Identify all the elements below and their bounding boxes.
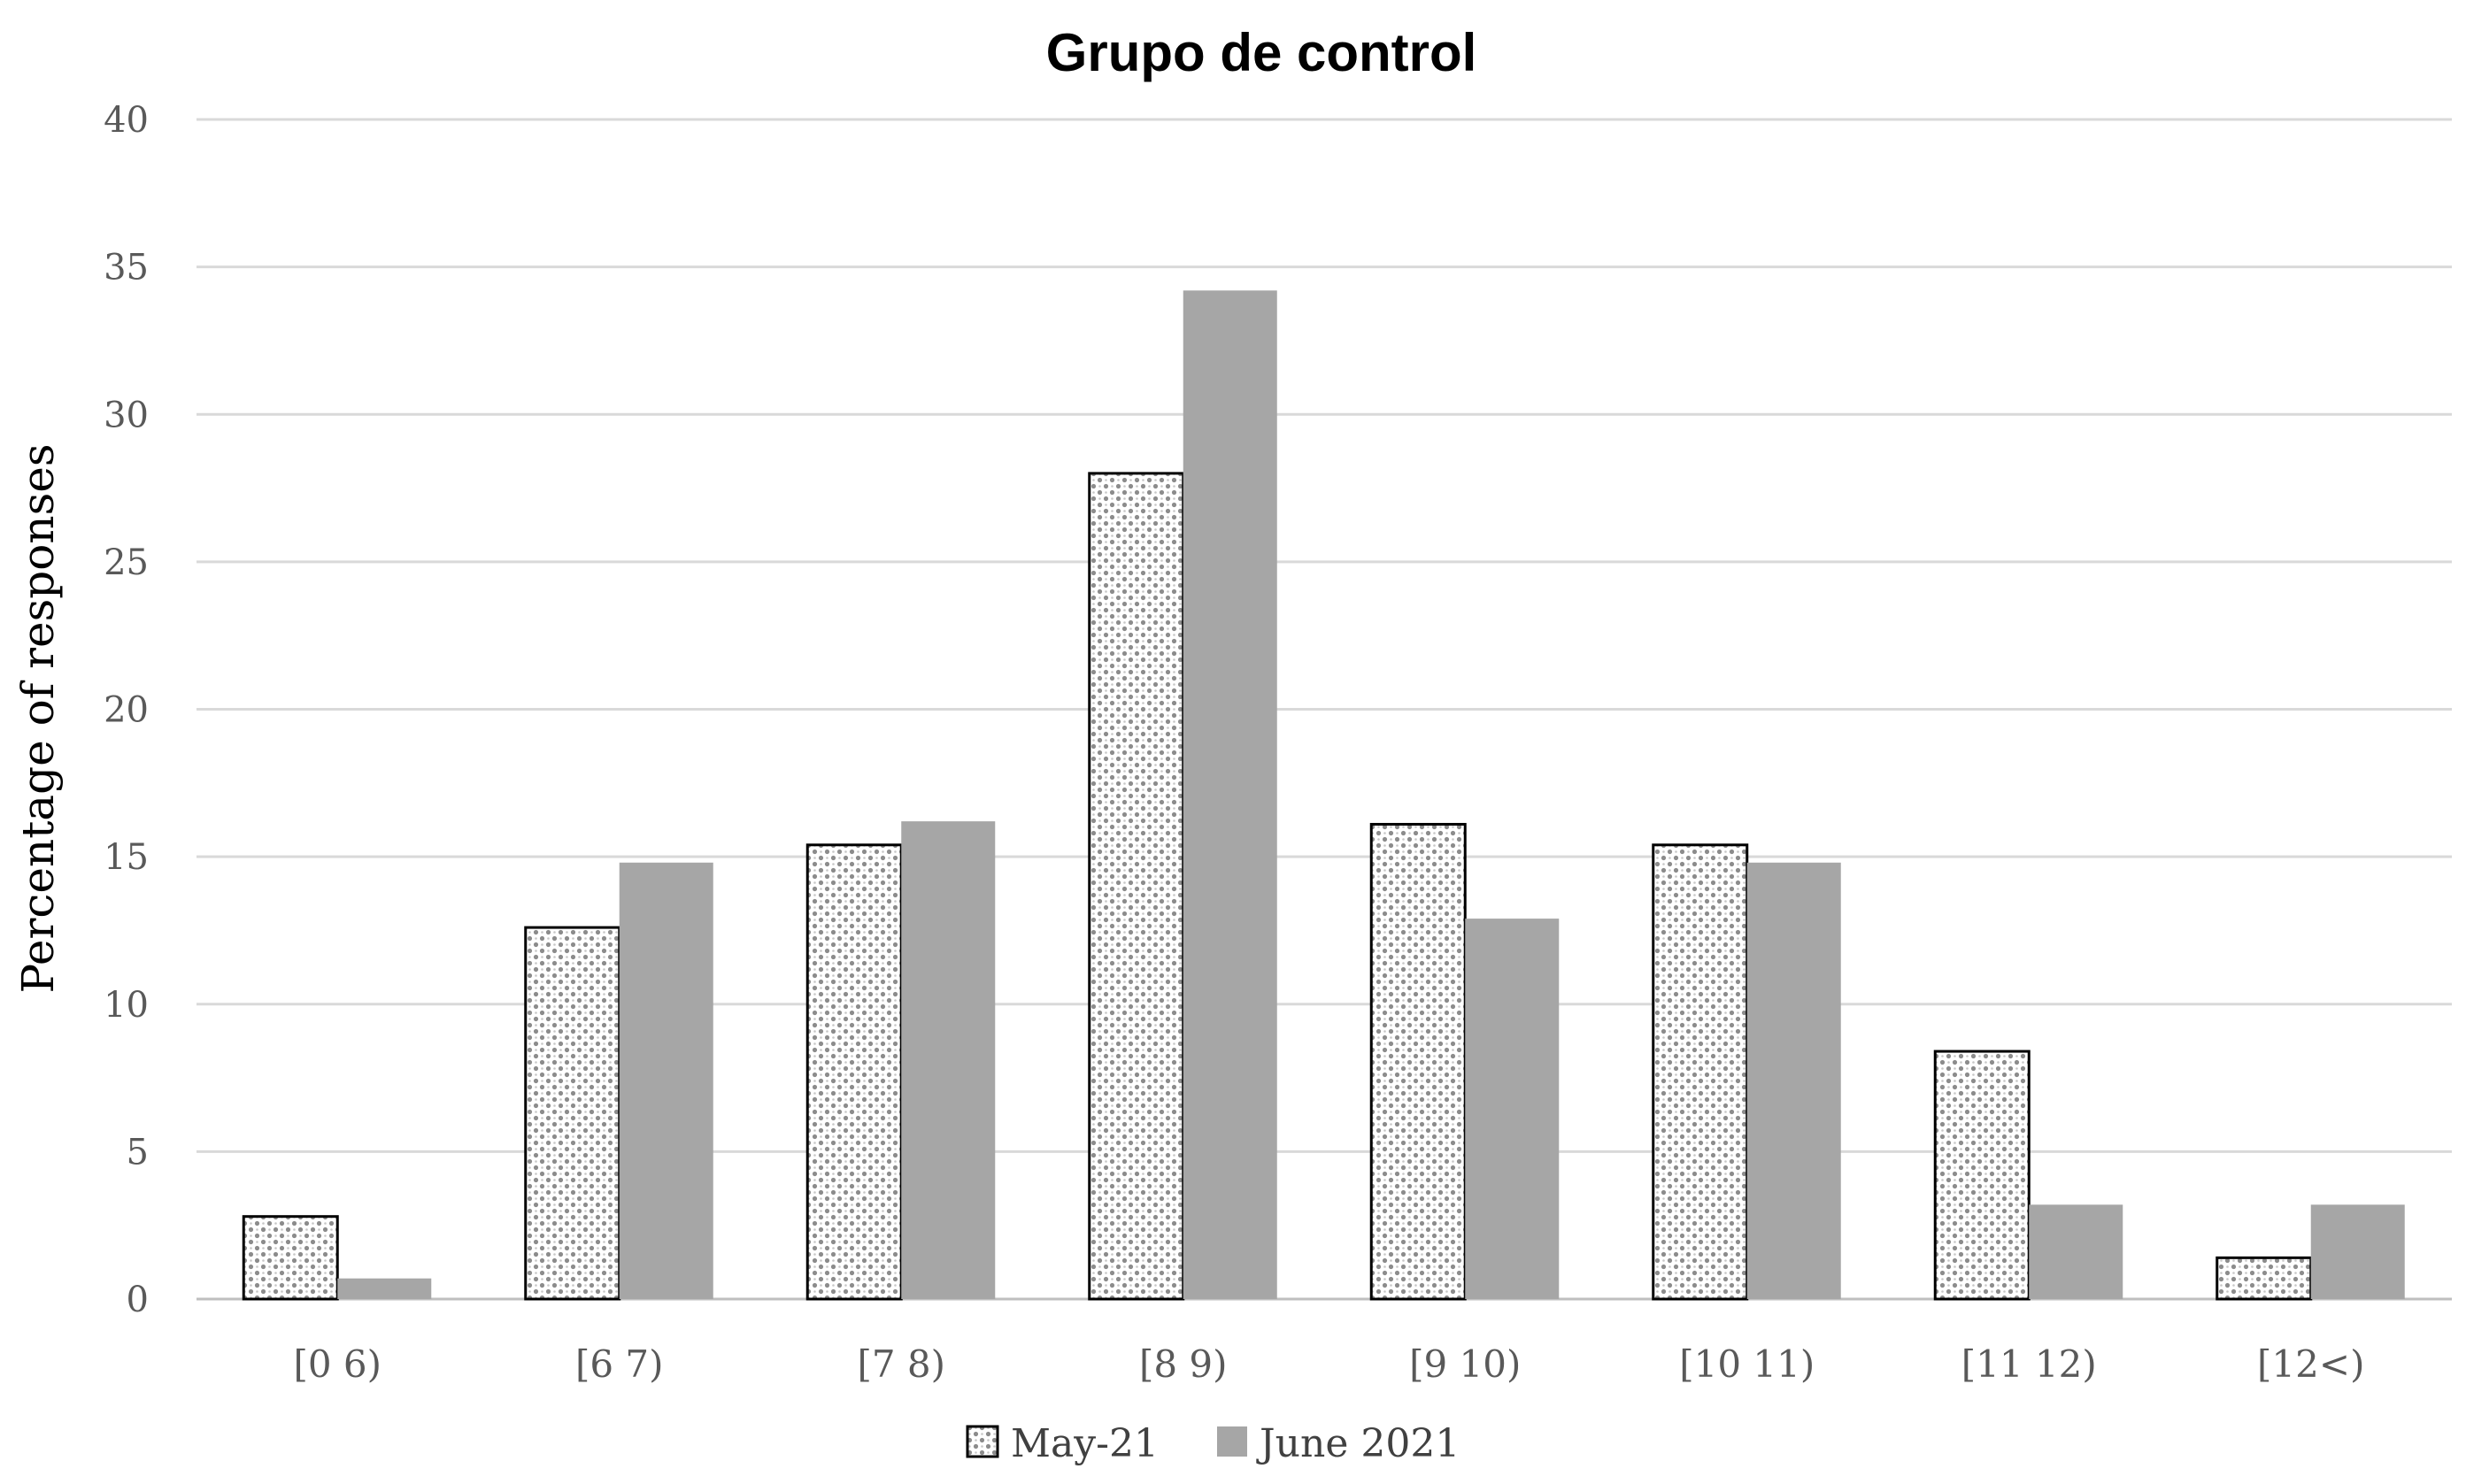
- y-tick-label: 40: [104, 100, 149, 141]
- x-tick-label: [8 9): [1139, 1342, 1228, 1386]
- x-tick-label: [6 7): [575, 1342, 664, 1386]
- y-tick-label: 25: [104, 542, 149, 583]
- y-tick-label: 20: [104, 690, 149, 731]
- bar-may-21: [1369, 822, 1467, 1301]
- bar-june-2021: [901, 821, 996, 1299]
- x-tick-label: [0 6): [293, 1342, 381, 1386]
- bar-may-21: [2216, 1256, 2313, 1301]
- bar-may-21: [1088, 472, 1185, 1301]
- bar-june-2021: [2310, 1204, 2405, 1299]
- x-tick-label: [10 11): [1679, 1342, 1815, 1386]
- legend: May-21 June 2021: [966, 1421, 1460, 1466]
- bar-may-21: [1933, 1050, 2031, 1301]
- bar-june-2021: [2029, 1204, 2123, 1299]
- legend-swatch-may-21: [966, 1425, 999, 1458]
- y-tick-label: 0: [127, 1280, 149, 1320]
- x-tick-label: [12<): [2257, 1342, 2364, 1386]
- bar-may-21: [242, 1215, 339, 1301]
- y-tick-labels: 0 5 10 15 20 25 30 35 40: [104, 100, 149, 1320]
- legend-swatch-june-2021: [1217, 1426, 1247, 1457]
- y-tick-label: 30: [104, 395, 149, 435]
- chart-title: Grupo de control: [1046, 23, 1477, 82]
- bar-june-2021: [619, 862, 713, 1299]
- bar-may-21: [524, 926, 621, 1301]
- bars: [242, 290, 2405, 1301]
- y-tick-label: 35: [104, 248, 149, 288]
- bar-may-21: [805, 843, 903, 1301]
- bar-june-2021: [1465, 919, 1560, 1299]
- y-tick-label: 10: [104, 985, 149, 1026]
- bar-june-2021: [1183, 290, 1277, 1299]
- x-tick-labels: [0 6) [6 7) [7 8) [8 9) [9 10) [10 11) [11 12)…: [293, 1342, 2364, 1386]
- legend-label-june-2021: June 2021: [1256, 1421, 1460, 1466]
- bar-may-21: [1652, 843, 1749, 1301]
- x-tick-label: [7 8): [857, 1342, 945, 1386]
- y-tick-label: 5: [127, 1132, 149, 1173]
- x-tick-label: [9 10): [1409, 1342, 1521, 1386]
- bar-june-2021: [337, 1278, 432, 1299]
- legend-label-may-21: May-21: [1011, 1421, 1159, 1466]
- y-tick-label: 15: [104, 837, 149, 878]
- x-tick-label: [11 12): [1961, 1342, 2097, 1386]
- bar-june-2021: [1746, 862, 1841, 1299]
- y-axis-label: Percentage of responses: [12, 444, 64, 994]
